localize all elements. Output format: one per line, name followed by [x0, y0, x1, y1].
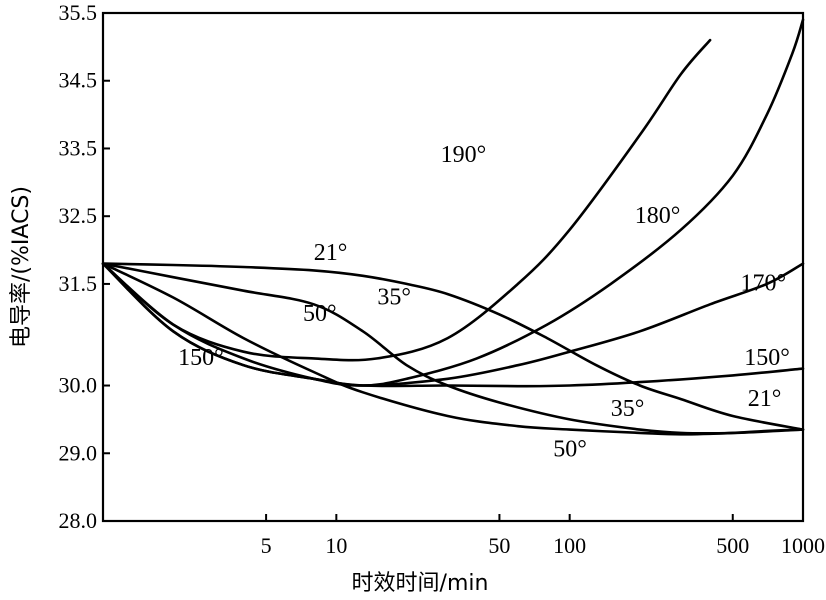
series-label: 150°: [178, 345, 224, 371]
series-label: 35°: [377, 284, 411, 310]
x-tick-label: 10: [325, 533, 347, 558]
series-label: 170°: [741, 271, 787, 297]
x-tick-label: 50: [488, 533, 510, 558]
y-axis-title: 电导率/(%IACS): [9, 186, 34, 348]
series-label: 21°: [314, 240, 348, 266]
y-tick-label: 32.5: [59, 203, 98, 228]
series-label: 150°: [744, 345, 790, 371]
series-label: 50°: [303, 301, 337, 327]
y-tick-label: 29.0: [59, 440, 98, 465]
x-tick-label: 5: [261, 533, 272, 558]
series-line-21deg: [101, 262, 805, 431]
series-label: 50°: [553, 437, 587, 463]
x-tick-label: 100: [553, 533, 586, 558]
y-tick-label: 28.0: [59, 508, 98, 533]
y-tick-label: 31.5: [59, 271, 98, 296]
series-label: 35°: [611, 396, 645, 422]
series-label: 180°: [635, 203, 681, 229]
y-tick-label: 34.5: [59, 68, 98, 93]
series-line-190deg: [101, 38, 712, 362]
curve-labels: 190° 180° 170° 150° 150° 50° 50° 35° 35° 21° 21°: [178, 142, 790, 463]
series-line-180deg: [101, 18, 805, 387]
y-tick-label: 30.0: [59, 373, 98, 398]
series-label: 21°: [748, 386, 782, 412]
y-axis: 28.0 29.0 30.0 31.5 32.5 33.5 34.5 35.5: [59, 0, 110, 533]
y-tick-label: 33.5: [59, 135, 98, 160]
x-tick-label: 1000: [781, 533, 825, 558]
curves: [101, 18, 805, 436]
series-line-170deg: [101, 262, 805, 387]
plot-frame: [101, 11, 805, 523]
series-line-35deg: [101, 262, 805, 435]
x-axis: 5 10 50 100 500 1000: [261, 514, 825, 558]
x-tick-label: 500: [716, 533, 749, 558]
y-tick-label: 35.5: [59, 0, 98, 25]
x-axis-title: 时效时间/min: [352, 571, 489, 596]
series-label: 190°: [441, 142, 487, 168]
